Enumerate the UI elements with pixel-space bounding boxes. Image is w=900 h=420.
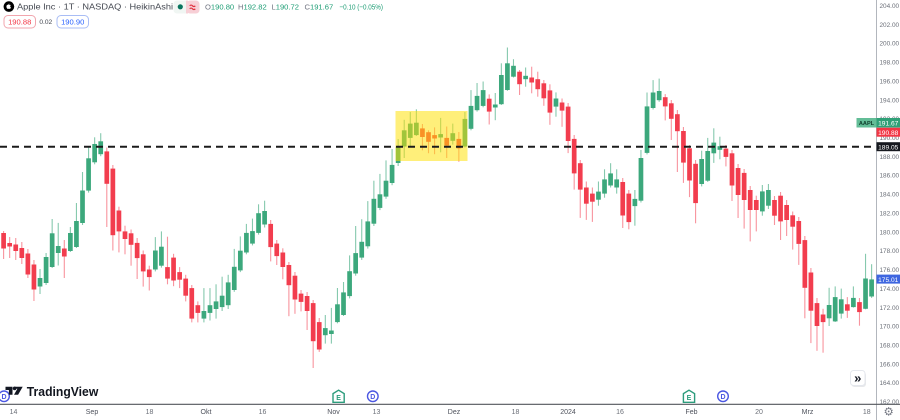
svg-text:180.00: 180.00 [880, 229, 900, 236]
svg-text:178.00: 178.00 [880, 248, 900, 255]
svg-text:L190.72: L190.72 [272, 3, 299, 12]
svg-text:D: D [720, 394, 725, 401]
svg-text:D: D [1, 394, 6, 401]
svg-text:AAPL: AAPL [859, 121, 875, 127]
svg-text:TradingView: TradingView [27, 385, 99, 399]
svg-text:18: 18 [512, 409, 520, 416]
svg-text:190.90: 190.90 [61, 17, 84, 26]
svg-text:198.00: 198.00 [880, 60, 900, 67]
svg-text:182.00: 182.00 [880, 211, 900, 218]
svg-text:16: 16 [259, 409, 267, 416]
svg-text:18: 18 [146, 409, 154, 416]
svg-text:190.88: 190.88 [8, 17, 31, 26]
svg-text:196.00: 196.00 [880, 78, 900, 85]
svg-text:D: D [370, 394, 375, 401]
svg-text:C191.67: C191.67 [305, 3, 334, 12]
svg-text:166.00: 166.00 [880, 361, 900, 368]
svg-text:174.00: 174.00 [880, 286, 900, 293]
svg-text:194.00: 194.00 [880, 97, 900, 104]
svg-text:18: 18 [863, 409, 871, 416]
svg-text:14: 14 [10, 409, 18, 416]
svg-text:190.88: 190.88 [878, 130, 899, 137]
svg-text:⚙: ⚙ [884, 407, 894, 419]
svg-text:188.00: 188.00 [880, 154, 900, 161]
svg-text:172.00: 172.00 [880, 305, 900, 312]
svg-text:175.01: 175.01 [878, 277, 899, 284]
svg-text:176.00: 176.00 [880, 267, 900, 274]
svg-text:190.00: 190.00 [880, 135, 900, 142]
svg-text:184.00: 184.00 [880, 192, 900, 199]
svg-text:162.00: 162.00 [880, 399, 900, 406]
svg-text:2024: 2024 [560, 409, 576, 416]
svg-text:»: » [854, 371, 861, 386]
svg-text:Okt: Okt [201, 409, 212, 416]
svg-text:13: 13 [373, 409, 381, 416]
svg-text:0.02: 0.02 [39, 19, 52, 26]
svg-text:200.00: 200.00 [880, 41, 900, 48]
svg-text:Feb: Feb [685, 409, 697, 416]
svg-text:−0.10 (−0.05%): −0.10 (−0.05%) [340, 3, 384, 12]
svg-text:O190.80: O190.80 [205, 3, 234, 12]
svg-text:168.00: 168.00 [880, 343, 900, 350]
svg-text:E: E [336, 395, 341, 402]
svg-text:E: E [687, 395, 692, 402]
svg-text:186.00: 186.00 [880, 173, 900, 180]
svg-text:Mrz: Mrz [802, 409, 814, 416]
svg-text:20: 20 [755, 409, 763, 416]
svg-text:H192.82: H192.82 [238, 3, 267, 12]
svg-text:191.67: 191.67 [878, 120, 899, 127]
svg-text:Apple Inc · 1T · NASDAQ · Heik: Apple Inc · 1T · NASDAQ · HeikinAshi [17, 2, 173, 12]
svg-text:202.00: 202.00 [880, 22, 900, 29]
svg-text:Nov: Nov [327, 409, 340, 416]
svg-text:16: 16 [616, 409, 624, 416]
svg-text:Sep: Sep [86, 409, 99, 416]
svg-text:189.05: 189.05 [878, 144, 899, 151]
svg-text:Dez: Dez [448, 409, 461, 416]
svg-text:170.00: 170.00 [880, 324, 900, 331]
svg-text:204.00: 204.00 [880, 3, 900, 10]
svg-text:164.00: 164.00 [880, 380, 900, 387]
